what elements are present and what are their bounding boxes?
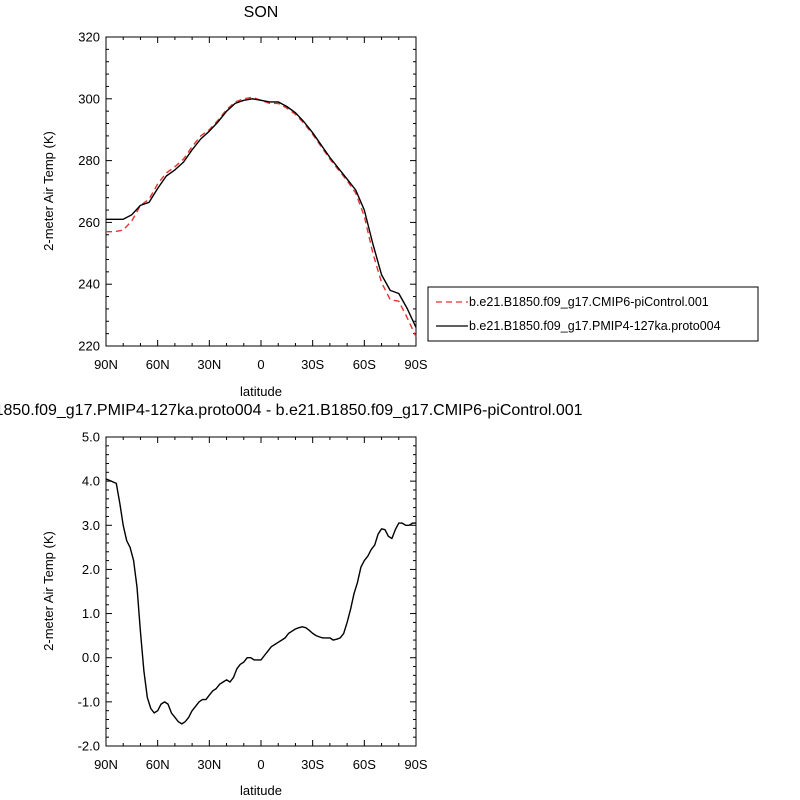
x-tick-label: 90S <box>404 757 427 772</box>
y-tick-label: 220 <box>78 339 100 354</box>
y-tick-label: 240 <box>78 277 100 292</box>
x-axis-ticks: 90N 60N 30N 0 30S 60S 90S <box>94 437 428 772</box>
temperature-panel: SON 90N 60N 30N 0 30S 60S 90S 220 240 260 280 300 3… <box>41 4 759 399</box>
x-axis-label: latitude <box>240 384 282 399</box>
y-axis-ticks: 220 240 260 280 300 320 <box>78 30 416 354</box>
x-tick-label: 90S <box>404 357 427 372</box>
y-tick-label: 0.0 <box>82 650 100 665</box>
x-tick-label: 0 <box>257 757 264 772</box>
y-tick-label: 4.0 <box>82 474 100 489</box>
plot-frame <box>105 436 417 747</box>
difference-panel: b.e21.B1850.f09_g17.PMIP4-127ka.proto004… <box>0 402 583 798</box>
series-lines <box>105 478 416 725</box>
x-tick-label: 0 <box>257 357 264 372</box>
y-tick-label: 5.0 <box>82 430 100 445</box>
series-line-2 <box>106 98 417 328</box>
y-tick-label: -1.0 <box>78 694 100 709</box>
y-tick-label: 320 <box>78 30 100 45</box>
y-tick-label: 280 <box>78 153 100 168</box>
plot-frame <box>105 36 417 347</box>
legend-label-picontrol: b.e21.B1850.f09_g17.CMIP6-piControl.001 <box>469 295 709 309</box>
y-tick-label: -2.0 <box>78 739 100 754</box>
legend-box <box>427 286 759 342</box>
x-tick-label: 30S <box>301 757 324 772</box>
y-tick-label: 300 <box>78 91 100 106</box>
series-line-1 <box>106 96 417 337</box>
x-tick-label: 30S <box>301 357 324 372</box>
x-tick-label: 30N <box>197 357 221 372</box>
y-axis-label: 2-meter Air Temp (K) <box>41 131 56 251</box>
chart-title: SON <box>244 4 279 21</box>
y-tick-label: 3.0 <box>82 518 100 533</box>
y-tick-label: 2.0 <box>82 562 100 577</box>
x-tick-label: 60S <box>353 357 376 372</box>
chart-title: b.e21.B1850.f09_g17.PMIP4-127ka.proto004… <box>0 402 583 419</box>
x-tick-label: 30N <box>197 757 221 772</box>
x-tick-label: 90N <box>94 357 118 372</box>
x-tick-label: 60S <box>353 757 376 772</box>
legend: b.e21.B1850.f09_g17.CMIP6-piControl.001 … <box>427 286 759 342</box>
series-line-1 <box>105 478 416 725</box>
x-axis-ticks: 90N 60N 30N 0 30S 60S 90S <box>94 37 428 372</box>
x-axis-label: latitude <box>240 783 282 798</box>
legend-label-pmip4: b.e21.B1850.f09_g17.PMIP4-127ka.proto004 <box>469 319 721 333</box>
y-tick-label: 1.0 <box>82 606 100 621</box>
y-axis-ticks: -2.0 -1.0 0.0 1.0 2.0 3.0 4.0 5.0 <box>78 430 416 754</box>
x-tick-label: 60N <box>146 757 170 772</box>
x-tick-label: 90N <box>94 757 118 772</box>
y-tick-label: 260 <box>78 215 100 230</box>
series-lines <box>106 96 417 337</box>
y-axis-label: 2-meter Air Temp (K) <box>41 531 56 651</box>
x-tick-label: 60N <box>146 357 170 372</box>
